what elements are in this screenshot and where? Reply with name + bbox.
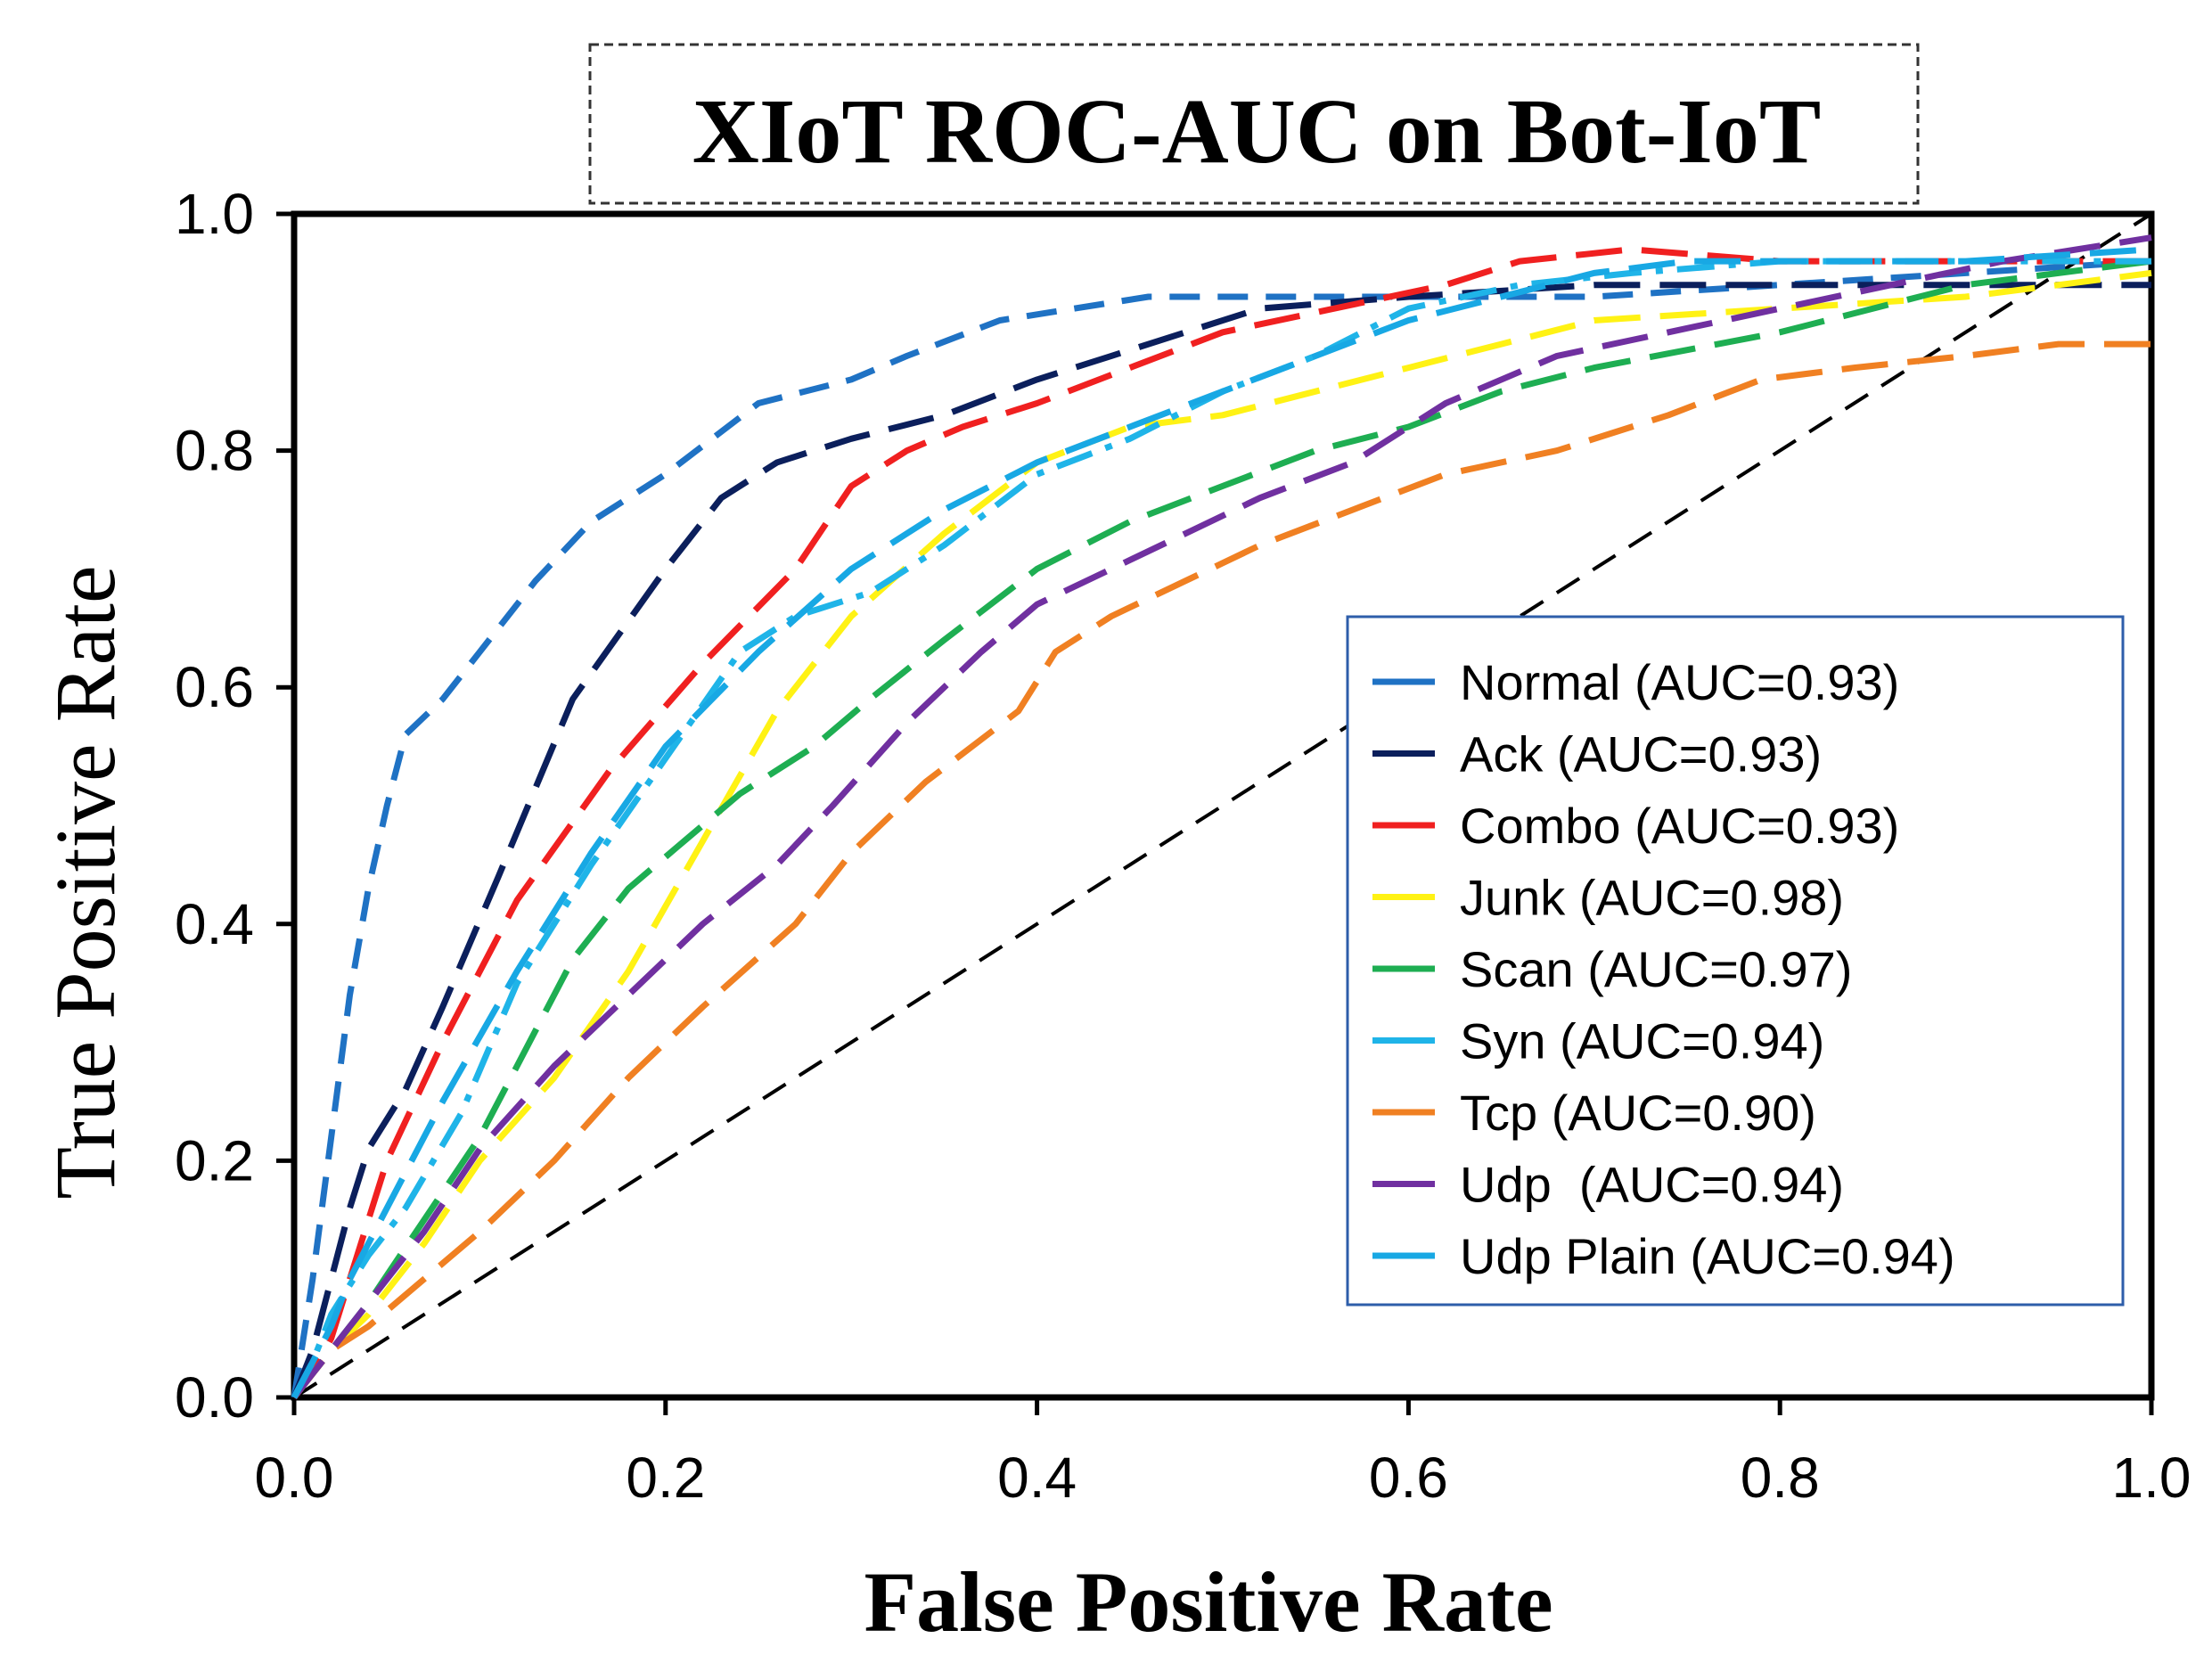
x-tick-label: 0.8 <box>1741 1446 1820 1510</box>
x-tick-label: 0.0 <box>255 1446 334 1510</box>
legend-item-normal: Normal (AUC=0.93) <box>1372 654 1899 710</box>
series-line-syn <box>291 258 2151 1399</box>
plot-area <box>291 212 2153 1400</box>
legend-item-syn: Syn (AUC=0.94) <box>1372 1013 1824 1069</box>
legend-label: Normal (AUC=0.93) <box>1460 654 1899 710</box>
y-tick-label: 0.4 <box>175 892 254 956</box>
x-tick-label: 0.6 <box>1369 1446 1448 1510</box>
legend-label: Junk (AUC=0.98) <box>1460 870 1844 926</box>
legend-item-udp: Udp (AUC=0.94) <box>1372 1157 1844 1213</box>
legend-label: Udp (AUC=0.94) <box>1460 1157 1844 1213</box>
legend-box <box>1346 615 2125 1307</box>
x-tick-label: 0.4 <box>997 1446 1077 1510</box>
y-tick-label: 0.8 <box>175 419 254 483</box>
legend-label: Scan (AUC=0.97) <box>1460 941 1852 997</box>
legend-label: Udp Plain (AUC=0.94) <box>1460 1228 1955 1284</box>
legend-item-combo: Combo (AUC=0.93) <box>1372 798 1899 854</box>
y-axis-label: True Positive Rate <box>37 565 133 1199</box>
chance-diagonal-line <box>292 212 2153 1399</box>
x-tick-label: 1.0 <box>2112 1446 2192 1510</box>
legend-item-udp-plain: Udp Plain (AUC=0.94) <box>1372 1228 1955 1284</box>
series-line-scan <box>291 258 2152 1400</box>
legend-label: Combo (AUC=0.93) <box>1460 798 1899 854</box>
legend-label: Ack (AUC=0.93) <box>1460 726 1822 782</box>
legend-item-junk: Junk (AUC=0.98) <box>1372 870 1844 926</box>
chart-title: XIoT ROC-AUC on Bot-IoT <box>692 80 1821 183</box>
y-tick-label: 0.6 <box>175 655 254 719</box>
series-line-combo <box>291 246 2151 1400</box>
x-axis-label: False Positive Rate <box>864 1554 1552 1650</box>
series-line-tcp <box>291 340 2151 1400</box>
x-tick-label: 0.2 <box>626 1446 705 1510</box>
legend-item-ack: Ack (AUC=0.93) <box>1372 726 1822 782</box>
legend-label: Syn (AUC=0.94) <box>1460 1013 1824 1069</box>
y-tick-label: 1.0 <box>175 182 254 246</box>
y-axis: 0.0 0.2 0.4 0.6 0.8 1.0 <box>175 182 294 1430</box>
legend-item-tcp: Tcp (AUC=0.90) <box>1372 1085 1816 1141</box>
legend-label: Tcp (AUC=0.90) <box>1460 1085 1816 1141</box>
y-tick-label: 0.0 <box>175 1365 254 1430</box>
series-line-udp <box>291 234 2152 1400</box>
title-frame <box>588 43 1920 205</box>
x-axis: 0.0 0.2 0.4 0.6 0.8 1.0 <box>255 1397 2192 1510</box>
legend: Normal (AUC=0.93) Ack (AUC=0.93) Combo (AU… <box>1346 615 2125 1307</box>
y-tick-label: 0.2 <box>175 1128 254 1192</box>
legend-item-scan: Scan (AUC=0.97) <box>1372 941 1852 997</box>
